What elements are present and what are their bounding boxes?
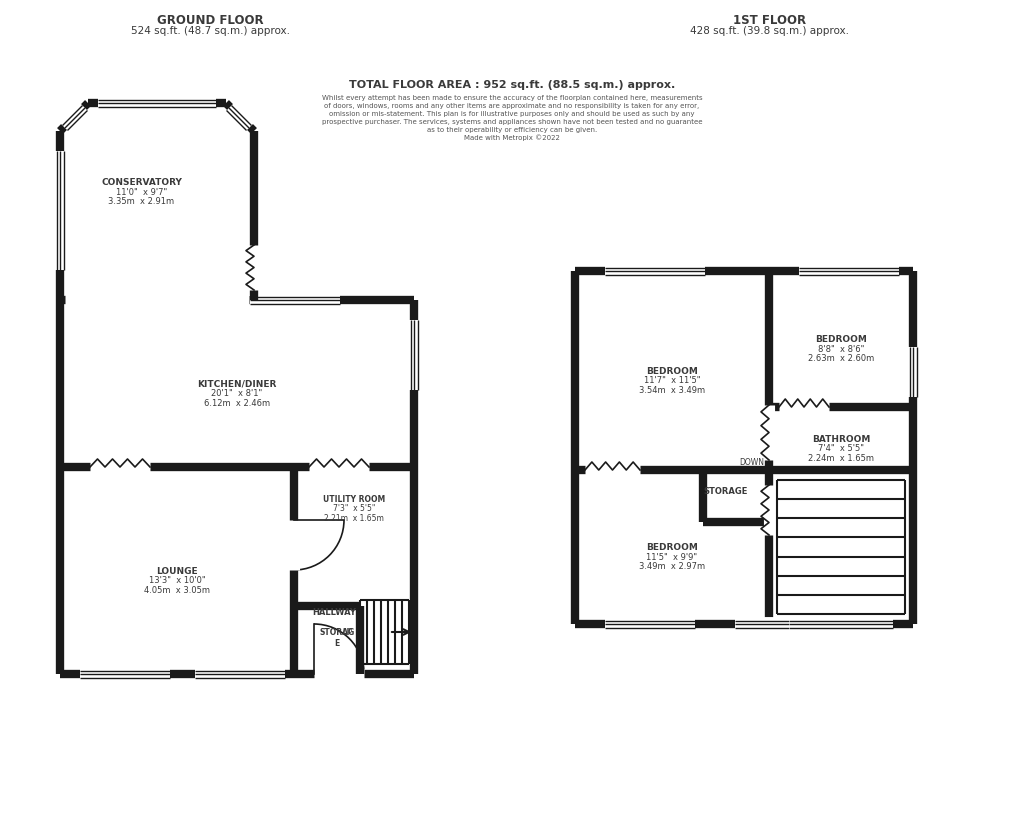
Text: 13'3"  x 10'0": 13'3" x 10'0" [148,576,206,585]
Text: 11'5"  x 9'9": 11'5" x 9'9" [646,552,697,561]
Text: 524 sq.ft. (48.7 sq.m.) approx.: 524 sq.ft. (48.7 sq.m.) approx. [130,26,290,36]
Text: 7'3"  x 5'5": 7'3" x 5'5" [333,504,375,513]
Text: 1ST FLOOR: 1ST FLOOR [733,13,807,26]
Text: 11'0"  x 9'7": 11'0" x 9'7" [116,188,167,197]
Text: 11'7"  x 11'5": 11'7" x 11'5" [644,376,700,385]
Text: 20'1"  x 8'1": 20'1" x 8'1" [211,389,262,398]
Text: STORAG: STORAG [319,627,354,636]
Text: 3.49m  x 2.97m: 3.49m x 2.97m [639,562,706,571]
Text: BEDROOM: BEDROOM [646,543,698,552]
Text: 2.24m  x 1.65m: 2.24m x 1.65m [808,454,874,463]
Text: BEDROOM: BEDROOM [815,335,867,344]
Text: TOTAL FLOOR AREA : 952 sq.ft. (88.5 sq.m.) approx.: TOTAL FLOOR AREA : 952 sq.ft. (88.5 sq.m… [349,80,675,90]
Text: DOWN: DOWN [739,458,764,467]
Text: GROUND FLOOR: GROUND FLOOR [157,13,263,26]
Text: prospective purchaser. The services, systems and appliances shown have not been : prospective purchaser. The services, sys… [322,119,702,124]
Text: E: E [335,639,340,648]
Text: LOUNGE: LOUNGE [157,566,198,575]
Text: STORAGE: STORAGE [703,487,749,495]
Text: 2.21m  x 1.65m: 2.21m x 1.65m [324,514,384,523]
Text: 8'8"  x 8'6": 8'8" x 8'6" [818,345,864,354]
Text: BATHROOM: BATHROOM [812,434,870,443]
Text: HALLWAY: HALLWAY [312,608,356,617]
Text: 2.63m  x 2.60m: 2.63m x 2.60m [808,354,874,363]
Text: as to their operability or efficiency can be given.: as to their operability or efficiency ca… [427,127,597,133]
Text: Whilst every attempt has been made to ensure the accuracy of the floorplan conta: Whilst every attempt has been made to en… [322,95,702,101]
Text: Made with Metropix ©2022: Made with Metropix ©2022 [464,134,560,141]
Text: of doors, windows, rooms and any other items are approximate and no responsibili: of doors, windows, rooms and any other i… [325,103,699,109]
Text: 4.05m  x 3.05m: 4.05m x 3.05m [144,586,210,595]
Text: 7'4"  x 5'5": 7'4" x 5'5" [818,444,864,453]
Text: CONSERVATORY: CONSERVATORY [101,178,182,187]
Text: 3.35m  x 2.91m: 3.35m x 2.91m [109,197,174,206]
Text: 6.12m  x 2.46m: 6.12m x 2.46m [204,399,270,408]
Text: omission or mis-statement. This plan is for illustrative purposes only and shoul: omission or mis-statement. This plan is … [330,111,694,117]
Text: UP: UP [342,627,352,636]
Text: 428 sq.ft. (39.8 sq.m.) approx.: 428 sq.ft. (39.8 sq.m.) approx. [690,26,850,36]
Text: UTILITY ROOM: UTILITY ROOM [323,495,385,504]
Text: KITCHEN/DINER: KITCHEN/DINER [198,379,276,388]
Text: BEDROOM: BEDROOM [646,367,698,376]
Text: 3.54m  x 3.49m: 3.54m x 3.49m [639,386,706,395]
